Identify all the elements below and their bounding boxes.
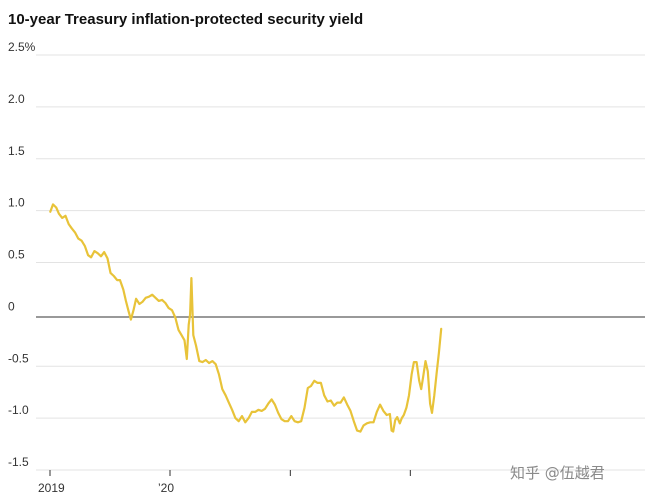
y-tick-label: 0.5 — [8, 248, 25, 262]
chart-title: 10-year Treasury inflation-protected sec… — [8, 11, 363, 28]
y-tick-label: 0 — [8, 299, 15, 313]
y-tick-label: -0.5 — [8, 351, 29, 365]
y-axis-tick-labels: 2.5% 2.0 1.5 1.0 0.5 0 -0.5 -1.0 -1.5 — [8, 40, 36, 469]
x-axis-ticks: 2019 ’20 — [38, 470, 411, 495]
y-tick-label: 1.0 — [8, 196, 25, 210]
x-tick-label: ’20 — [158, 481, 174, 495]
y-tick-label: 2.5% — [8, 40, 36, 54]
x-tick-label: 2019 — [38, 481, 65, 495]
watermark: 知乎 @伍越君 — [510, 464, 605, 482]
series-line — [49, 203, 443, 433]
y-tick-label: 1.5 — [8, 144, 25, 158]
y-tick-label: -1.0 — [8, 403, 29, 417]
y-tick-label: -1.5 — [8, 455, 29, 469]
gridlines — [36, 54, 645, 471]
y-tick-label: 2.0 — [8, 92, 25, 106]
